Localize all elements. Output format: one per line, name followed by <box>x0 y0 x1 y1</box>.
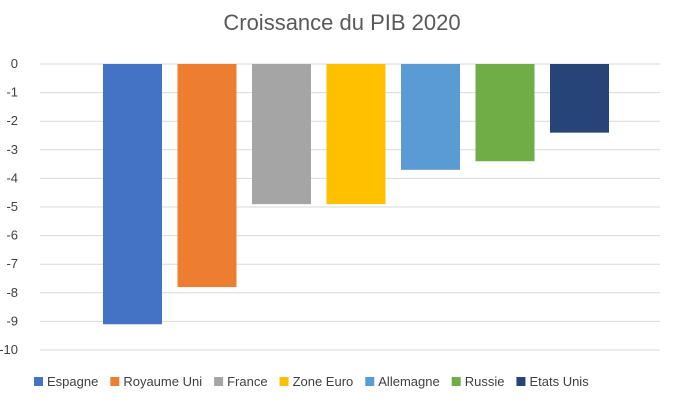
legend-swatch <box>279 377 289 386</box>
bar-espagne <box>103 64 162 325</box>
legend-label: Royaume Uni <box>123 374 202 389</box>
legend-label: France <box>227 374 267 389</box>
y-axis-ticks: 0 -1 -2 -3 -4 -5 -6 -7 -8 -9 -10 <box>0 56 18 357</box>
y-tick-label: 0 <box>11 56 18 71</box>
y-tick-label: -2 <box>6 113 18 128</box>
legend-label: Etats Unis <box>529 374 589 389</box>
legend-swatch <box>365 377 375 386</box>
y-tick-label: -3 <box>6 142 18 157</box>
y-tick-label: -7 <box>6 256 18 271</box>
y-tick-label: -4 <box>6 170 18 185</box>
bar-etats-unis <box>550 64 609 133</box>
bar-royaume-uni <box>177 64 237 288</box>
chart-title: Croissance du PIB 2020 <box>223 10 460 35</box>
y-tick-label: -5 <box>6 199 18 214</box>
bar-russie <box>475 64 535 162</box>
legend-label: Allemagne <box>378 374 439 389</box>
legend-swatch <box>516 377 526 386</box>
y-tick-label: -9 <box>6 313 18 328</box>
legend-swatch <box>451 377 461 386</box>
legend-label: Espagne <box>47 374 98 389</box>
legend-label: Russie <box>465 374 505 389</box>
y-tick-label: -1 <box>6 85 18 100</box>
bar-zone-euro <box>326 64 386 205</box>
y-tick-label: -8 <box>6 285 18 300</box>
y-tick-label: -6 <box>6 228 18 243</box>
y-tick-label: -10 <box>0 342 18 357</box>
legend: Espagne Royaume Uni France Zone Euro Allemag… <box>34 374 589 389</box>
legend-swatch <box>214 377 224 386</box>
legend-swatch <box>34 377 43 386</box>
legend-swatch <box>110 377 120 386</box>
legend-label: Zone Euro <box>293 374 354 389</box>
bar-france <box>252 64 311 205</box>
bar-allemagne <box>401 64 460 170</box>
bars <box>103 64 609 325</box>
